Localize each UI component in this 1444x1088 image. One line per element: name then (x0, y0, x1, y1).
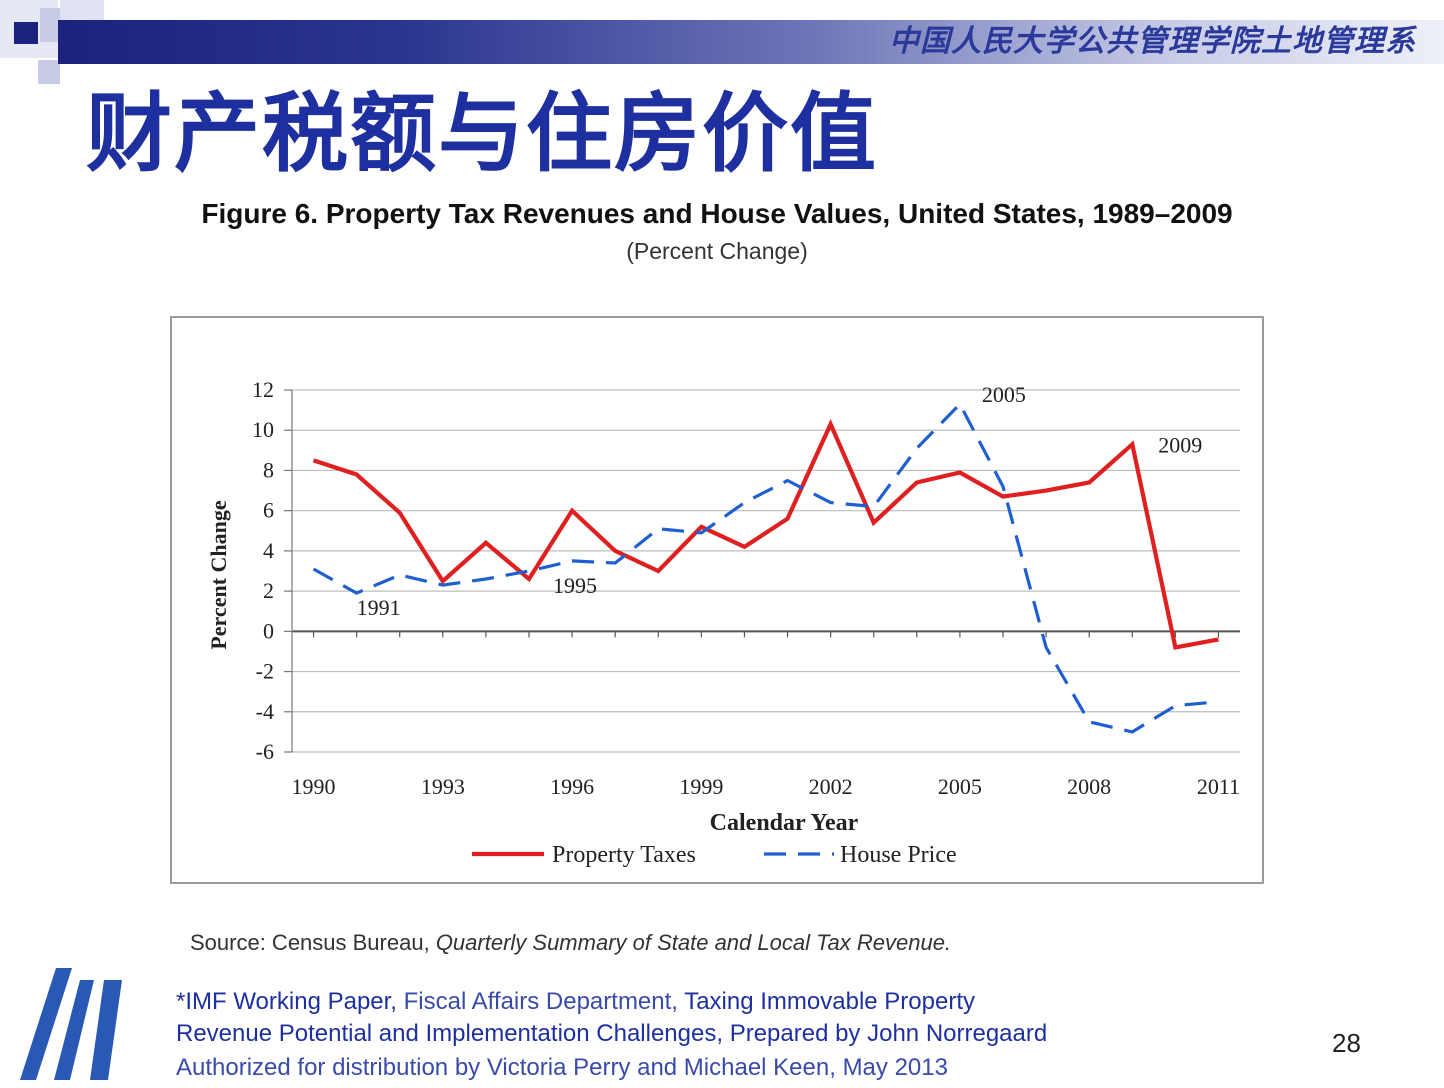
y-tick-label: 6 (263, 498, 274, 523)
institution-name: 中国人民大学公共管理学院土地管理系 (889, 25, 1416, 58)
y-tick-label: -4 (256, 699, 274, 724)
corner-square-4 (60, 0, 104, 20)
chart-frame: -6 -4 -2 0 2 4 6 8 10 12 1990 1993 1996 1999 2002 2005 2… (170, 316, 1264, 884)
house-price-line (312, 401, 1219, 734)
y-tick-label: -6 (256, 739, 274, 764)
x-tick-label: 2011 (1197, 774, 1240, 799)
x-axis-label: Calendar Year (710, 810, 859, 836)
y-tick-label: 10 (252, 417, 274, 442)
imf-stripes-logo (20, 968, 122, 1080)
reference-line-3: Authorized for distribution by Victoria … (176, 1054, 948, 1081)
legend-label-house-price: House Price (840, 842, 957, 868)
x-tick-label: 2005 (938, 774, 982, 799)
reference-title: Taxing Immovable Property (684, 988, 975, 1015)
y-tick-label: -2 (256, 659, 274, 684)
page-number: 28 (1332, 1028, 1361, 1058)
y-tick-label: 0 (263, 618, 274, 643)
x-tick-label: 2002 (809, 774, 853, 799)
reference-line-2: Revenue Potential and Implementation Cha… (176, 1020, 1048, 1047)
y-axis-label: Percent Change (206, 500, 231, 650)
reference-dept: Fiscal Affairs Department, (396, 988, 685, 1015)
y-tick-label: 8 (263, 457, 274, 482)
figure-title: Figure 6. Property Tax Revenues and Hous… (201, 198, 1233, 229)
annotation-label: 2005 (982, 382, 1026, 407)
x-tick-label: 1999 (679, 774, 723, 799)
annotation-label: 1991 (357, 595, 401, 620)
x-tick-label: 1996 (550, 774, 594, 799)
source-prefix: Source: Census Bureau, (190, 930, 436, 955)
corner-square-2 (14, 22, 38, 44)
line-chart: -6 -4 -2 0 2 4 6 8 10 12 1990 1993 1996 1999 2002 2005 2… (206, 377, 1240, 868)
annotation-label: 2009 (1158, 432, 1202, 457)
corner-square-5 (38, 60, 60, 84)
y-tick-label: 12 (252, 377, 274, 402)
header-bar (58, 20, 1444, 64)
annotation-label: 1995 (553, 573, 597, 598)
x-tick-label: 1993 (421, 774, 465, 799)
source-note: Source: Census Bureau, Quarterly Summary… (190, 930, 951, 956)
reference-line-1: *IMF Working Paper, Fiscal Affairs Depar… (176, 988, 975, 1016)
legend-label-property-taxes: Property Taxes (552, 842, 696, 868)
figure-subtitle: (Percent Change) (626, 238, 808, 264)
property-taxes-line (312, 419, 1219, 650)
reference-series: *IMF Working Paper, (176, 988, 397, 1015)
y-tick-label: 4 (263, 538, 274, 563)
slide-title: 财产税额与住房价值 (86, 86, 878, 182)
x-tick-label: 2008 (1067, 774, 1111, 799)
source-title: Quarterly Summary of State and Local Tax… (435, 930, 952, 955)
x-tick-label: 1990 (292, 774, 336, 799)
y-tick-label: 2 (263, 578, 274, 603)
